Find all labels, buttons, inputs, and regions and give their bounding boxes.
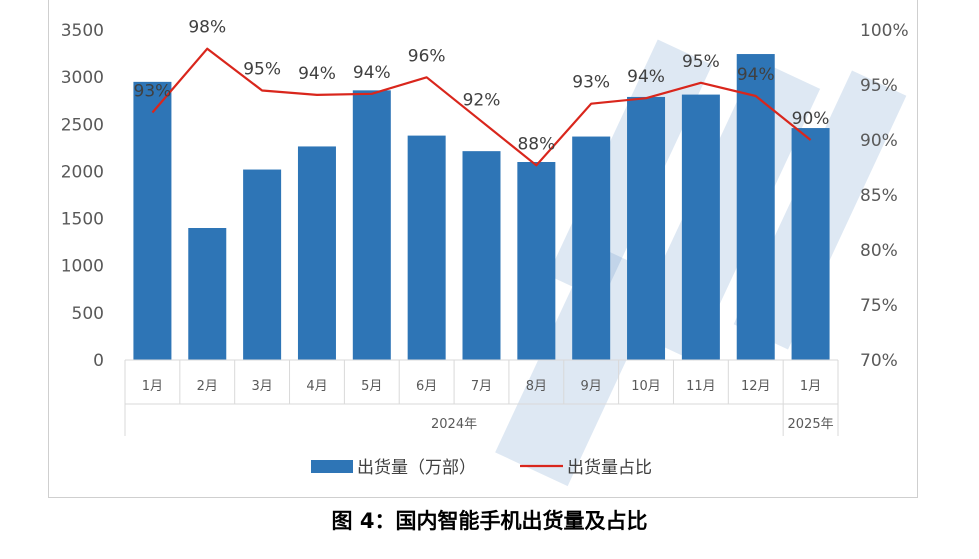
legend: 出货量（万部） 出货量占比 <box>311 458 652 478</box>
bar <box>188 228 227 360</box>
data-label: 95% <box>682 52 720 72</box>
data-label: 94% <box>298 64 336 84</box>
category-label: 2月 <box>197 379 218 394</box>
data-label: 93% <box>134 82 172 102</box>
category-label: 5月 <box>361 379 382 394</box>
bar <box>791 128 830 360</box>
data-label: 88% <box>517 134 555 154</box>
bar <box>736 54 775 361</box>
left-tick-label: 0 <box>93 351 104 371</box>
category-label: 3月 <box>251 379 272 394</box>
left-tick-label: 1500 <box>61 210 104 230</box>
data-label: 92% <box>463 90 501 110</box>
right-tick-label: 70% <box>860 351 898 371</box>
data-label: 98% <box>188 18 226 38</box>
left-tick-label: 3500 <box>61 21 104 41</box>
bar <box>517 162 556 360</box>
figure-caption: 图 4：国内智能手机出货量及占比 <box>331 509 648 533</box>
left-tick-label: 2500 <box>61 115 104 135</box>
category-label: 4月 <box>306 379 327 394</box>
legend-bar-swatch <box>311 460 353 473</box>
chart-frame <box>48 0 918 498</box>
data-label: 93% <box>572 73 610 93</box>
left-axis: 0 500 1000 1500 2000 2500 3000 3500 <box>61 21 104 371</box>
left-tick-label: 3000 <box>61 68 104 88</box>
left-tick-label: 1000 <box>61 257 104 277</box>
share-line <box>151 47 812 167</box>
bar <box>462 151 501 360</box>
left-tick-label: 2000 <box>61 162 104 182</box>
bar <box>572 136 611 360</box>
category-label: 1月 <box>800 379 821 394</box>
bar <box>243 169 282 360</box>
bar <box>352 90 391 360</box>
category-label: 6月 <box>416 379 437 394</box>
right-tick-label: 75% <box>860 296 898 316</box>
right-axis: 70% 75% 80% 85% 90% 95% 100% <box>860 21 909 371</box>
category-label: 7月 <box>471 379 492 394</box>
combo-chart: 0 500 1000 1500 2000 2500 3000 3500 70% 75% 80% 85… <box>61 18 909 487</box>
data-label: 96% <box>408 46 446 66</box>
data-label: 94% <box>627 67 665 87</box>
legend-line-label: 出货量占比 <box>567 458 652 478</box>
right-tick-label: 90% <box>860 131 898 151</box>
group-label: 2025年 <box>788 417 834 432</box>
bar <box>407 135 446 360</box>
right-tick-label: 85% <box>860 186 898 206</box>
category-label: 9月 <box>581 379 602 394</box>
right-tick-label: 80% <box>860 241 898 261</box>
bar <box>627 96 666 360</box>
bar <box>133 81 172 360</box>
bar-series <box>133 54 830 361</box>
category-axis: 1月 2月 3月 4月 5月 6月 7月 8月 9月 10月 11月 12月 1月 2024年 2025年 <box>124 359 839 436</box>
category-label: 8月 <box>526 379 547 394</box>
category-label: 1月 <box>142 379 163 394</box>
bar <box>297 146 336 360</box>
category-label: 12月 <box>741 379 771 394</box>
data-label: 94% <box>737 65 775 85</box>
line-series: 93% 98% 95% 94% 94% 96% 92% 88% 93% 94% 95% 94% 90% <box>134 18 830 167</box>
data-label: 95% <box>243 60 281 80</box>
legend-bar-label: 出货量（万部） <box>357 458 476 478</box>
group-label: 2024年 <box>431 417 477 432</box>
left-tick-label: 500 <box>72 304 104 324</box>
category-label: 10月 <box>631 379 661 394</box>
right-tick-label: 100% <box>860 21 909 41</box>
right-tick-label: 95% <box>860 76 898 96</box>
data-label: 90% <box>792 109 830 129</box>
bar <box>681 94 720 360</box>
category-label: 11月 <box>686 379 716 394</box>
data-label: 94% <box>353 63 391 83</box>
